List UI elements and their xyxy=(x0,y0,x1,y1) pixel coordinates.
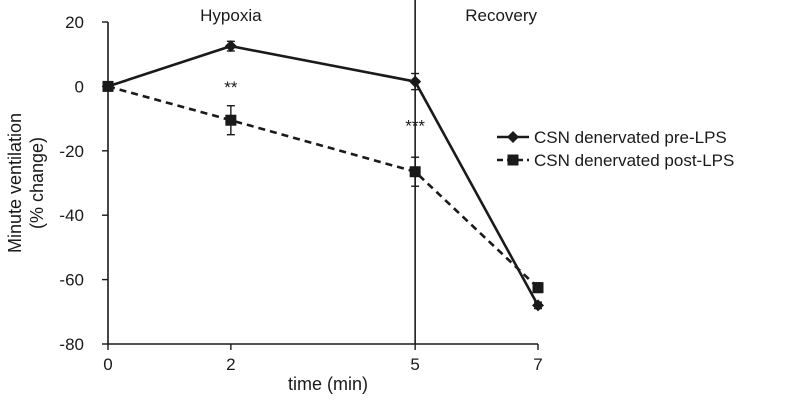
data-point xyxy=(409,75,422,88)
y-axis-title: (% change) xyxy=(27,137,47,229)
data-point xyxy=(507,131,519,143)
phase-label: Hypoxia xyxy=(200,6,262,25)
y-tick-label: -60 xyxy=(59,271,84,290)
data-point xyxy=(409,166,421,178)
legend-item: CSN denervated post-LPS xyxy=(497,151,734,170)
x-tick-label: 7 xyxy=(533,355,542,374)
y-tick-label: -80 xyxy=(59,335,84,354)
y-tick-label: 20 xyxy=(65,13,84,32)
x-tick-label: 2 xyxy=(226,355,235,374)
data-point xyxy=(532,282,544,294)
series-layer xyxy=(102,40,544,312)
series xyxy=(102,80,544,294)
data-point xyxy=(225,114,237,126)
x-axis-title: time (min) xyxy=(288,374,368,394)
data-point xyxy=(102,80,114,92)
y-axis-title: Minute ventilation xyxy=(5,113,25,253)
significance-marker: *** xyxy=(405,116,425,135)
labels: Hypoxia Recovery***** xyxy=(200,6,537,135)
y-tick-label: 0 xyxy=(75,77,84,96)
significance-marker: ** xyxy=(224,78,238,97)
y-tick-label: -40 xyxy=(59,206,84,225)
data-point xyxy=(224,40,237,53)
legend-item: CSN denervated pre-LPS xyxy=(497,128,727,147)
x-tick-label: 5 xyxy=(410,355,419,374)
legend-label: CSN denervated pre-LPS xyxy=(534,128,727,147)
data-point xyxy=(507,154,519,166)
x-tick-label: 0 xyxy=(103,355,112,374)
legend-label: CSN denervated post-LPS xyxy=(534,151,734,170)
series-line xyxy=(107,85,539,289)
phase-label: Recovery xyxy=(465,6,537,25)
series xyxy=(102,40,544,312)
series-line xyxy=(107,44,540,306)
axes: 20 0 -20 -40 -60 -80 0 2 5 7 time (min) Minute vent… xyxy=(5,13,543,394)
legend: CSN denervated pre-LPS CSN denervated pos… xyxy=(497,128,734,170)
data-point xyxy=(532,299,544,312)
y-tick-label: -20 xyxy=(59,142,84,161)
